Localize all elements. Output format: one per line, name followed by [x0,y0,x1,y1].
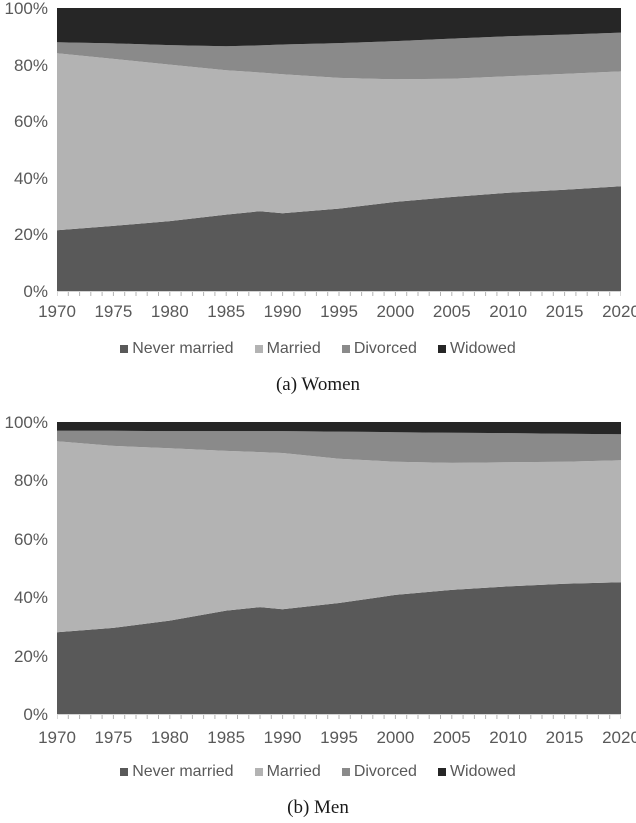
x-tick-label: 2020 [602,302,636,321]
legend-item-divorced: Divorced [341,340,417,358]
legend-label-divorced: Divorced [353,763,417,780]
women-x-axis: 1970 1975 1980 1985 1990 1995 2000 2005 2010 2015… [38,302,636,323]
x-tick-label: 2015 [545,728,584,747]
x-tick-label: 1980 [150,728,189,747]
y-tick-label: 80% [13,55,48,75]
widowed-area [57,422,621,435]
married-swatch-icon [254,345,263,353]
x-tick-label: 1970 [38,728,76,747]
never-married-swatch-icon [120,768,129,776]
men-legend: Never married Married Divorced Widowed [0,763,636,781]
y-tick-label: 100% [4,0,48,18]
legend-label-married: Married [266,340,321,357]
women-caption: (a) Women [275,374,361,395]
legend-label-divorced: Divorced [353,340,417,357]
legend-item-married: Married [254,340,321,358]
x-tick-label: 1975 [94,728,133,747]
divorced-area [57,32,621,80]
legend-label-widowed: Widowed [449,340,516,357]
married-area [57,53,621,231]
men-y-axis: 0% 20% 40% 60% 80% 100% [0,414,49,723]
legend-label-married: Married [266,763,321,780]
legend-label-never-married: Never married [132,340,234,357]
y-tick-label: 20% [13,225,48,245]
y-tick-label: 80% [13,471,48,491]
y-tick-label: 40% [13,168,48,188]
x-tick-label: 2005 [432,302,471,321]
widowed-swatch-icon [437,345,446,353]
y-tick-label: 100% [4,413,48,432]
legend-item-widowed: Widowed [437,340,516,358]
men-caption: (b) Men [287,797,349,818]
x-tick-label: 2000 [376,728,415,747]
never-married-area [57,582,621,714]
y-tick-label: 0% [23,282,48,301]
legend-label-never-married: Never married [132,763,234,780]
x-tick-label: 2005 [432,728,471,747]
x-tick-label: 2020 [602,728,636,747]
x-tick-label: 1980 [150,302,189,321]
x-tick-label: 1990 [263,302,302,321]
y-tick-label: 20% [13,646,48,666]
x-tick-label: 1995 [320,302,358,321]
x-tick-label: 1995 [320,728,358,747]
x-tick-label: 2010 [489,302,528,321]
legend-label-widowed: Widowed [449,763,516,780]
divorced-area [57,430,621,463]
never-married-area [57,186,621,291]
x-tick-label: 2015 [545,302,584,321]
x-tick-label: 1985 [207,302,246,321]
legend-item-widowed: Widowed [437,763,516,781]
divorced-swatch-icon [341,345,350,353]
never-married-swatch-icon [120,345,129,353]
legend-item-never-married: Never married [120,340,234,358]
y-tick-label: 60% [13,112,48,132]
y-tick-label: 0% [23,705,48,724]
x-tick-label: 1970 [38,302,76,321]
women-plot [57,8,621,296]
men-x-axis: 1970 1975 1980 1985 1990 1995 2000 2005 2010 2015… [38,728,636,749]
x-tick-label: 1985 [207,728,246,747]
legend-item-married: Married [254,763,321,781]
widowed-swatch-icon [437,768,446,776]
legend-item-divorced: Divorced [341,763,417,781]
x-tick-label: 1975 [94,302,133,321]
y-tick-label: 40% [13,588,48,608]
married-swatch-icon [254,768,263,776]
legend-item-never-married: Never married [120,763,234,781]
x-tick-label: 1990 [263,728,302,747]
women-y-axis: 0% 20% 40% 60% 80% 100% [0,0,49,300]
men-plot [57,422,621,719]
divorced-swatch-icon [341,768,350,776]
widowed-area [57,8,621,47]
women-legend: Never married Married Divorced Widowed [0,340,636,358]
x-tick-label: 2000 [376,302,415,321]
x-tick-label: 2010 [489,728,528,747]
y-tick-label: 60% [13,529,48,549]
married-area [57,441,621,633]
